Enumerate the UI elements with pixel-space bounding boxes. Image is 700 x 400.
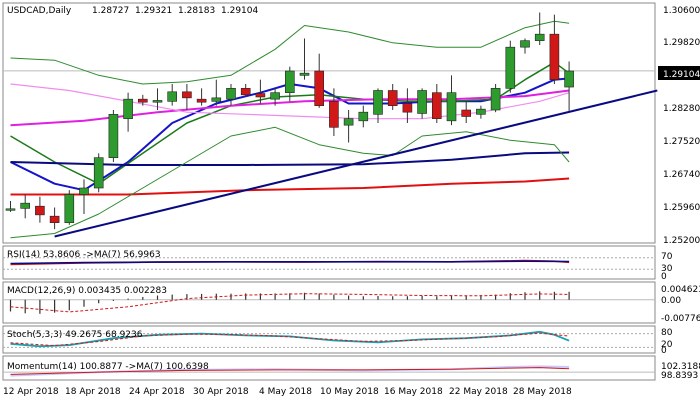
ohlc-close: 1.29104 bbox=[221, 6, 258, 16]
rsi-ma-line bbox=[10, 260, 570, 265]
candle-down bbox=[314, 70, 325, 106]
candle-up bbox=[226, 88, 236, 100]
y-tick: 1.27520 bbox=[663, 137, 700, 147]
candle-down bbox=[329, 101, 339, 128]
macd-panel-frame bbox=[2, 281, 656, 324]
y-tick: 1.29820 bbox=[663, 38, 700, 48]
ohlc-low: 1.28183 bbox=[178, 6, 215, 16]
x-tick: 28 May 2018 bbox=[513, 387, 572, 397]
candle-up bbox=[167, 91, 177, 102]
stoch-label: Stoch(5,3,3) 49.2675 68.9236 bbox=[7, 330, 143, 340]
momentum-tick: 98.8393 bbox=[661, 371, 698, 381]
y-tick: 1.28280 bbox=[663, 104, 700, 114]
candle-down bbox=[240, 88, 251, 96]
stoch-tick: 20 bbox=[661, 340, 673, 350]
stoch-tick: 0 bbox=[661, 346, 667, 356]
momentum-ma-line bbox=[10, 367, 570, 375]
x-tick: 12 Apr 2018 bbox=[3, 387, 59, 397]
candle-up bbox=[476, 108, 486, 115]
candle-down bbox=[49, 215, 60, 223]
candle-up bbox=[123, 98, 133, 119]
rsi-tick: 0 bbox=[661, 272, 667, 282]
price-panel-frame bbox=[2, 2, 656, 244]
candle-up bbox=[79, 187, 89, 195]
candle-down bbox=[182, 91, 192, 99]
x-tick: 24 Apr 2018 bbox=[129, 387, 185, 397]
y-tick: 1.26740 bbox=[663, 170, 700, 180]
current-price-label: 1.29104 bbox=[663, 70, 700, 80]
candle-up bbox=[211, 97, 222, 102]
overlay-navy-ma bbox=[10, 151, 570, 166]
current-price-tag bbox=[658, 66, 700, 80]
candle-down bbox=[138, 98, 148, 103]
overlay-upper-band bbox=[10, 20, 570, 85]
x-tick: 22 May 2018 bbox=[449, 387, 508, 397]
x-tick: 4 May 2018 bbox=[259, 387, 312, 397]
candle-up bbox=[520, 40, 530, 48]
rsi-label: RSI(14) 53.8606 ->MA(7) 56.9963 bbox=[7, 250, 161, 260]
candle-up bbox=[358, 111, 369, 122]
macd-tick: 0.00 bbox=[661, 296, 681, 306]
y-tick: 1.30600 bbox=[663, 6, 700, 16]
candle-up bbox=[284, 70, 295, 93]
candle-up bbox=[534, 33, 545, 41]
stoch-d-line bbox=[10, 332, 570, 347]
macd-signal-line bbox=[10, 293, 570, 313]
ohlc-open: 1.28727 bbox=[92, 6, 129, 16]
x-tick: 30 Apr 2018 bbox=[193, 387, 249, 397]
candle-up bbox=[152, 100, 163, 103]
candle-down bbox=[431, 92, 442, 119]
x-tick: 10 May 2018 bbox=[320, 387, 379, 397]
candle-up bbox=[20, 202, 31, 209]
stoch-tick: 80 bbox=[661, 328, 673, 338]
candle-down bbox=[35, 205, 45, 216]
candle-down bbox=[461, 109, 472, 117]
macd-tick: -0.00776 bbox=[661, 314, 700, 324]
candle-up bbox=[108, 114, 119, 158]
y-tick: 1.25960 bbox=[663, 203, 700, 213]
candle-down bbox=[549, 33, 560, 80]
candle-up bbox=[505, 46, 516, 89]
candle-up bbox=[343, 118, 354, 126]
overlay-lower-band bbox=[10, 126, 570, 239]
candle-down bbox=[387, 90, 398, 106]
symbol-title: USDCAD,Daily bbox=[7, 6, 72, 16]
candle-up bbox=[446, 92, 457, 122]
candle-down bbox=[255, 93, 266, 98]
candle-down bbox=[402, 103, 413, 113]
candle-up bbox=[299, 72, 310, 76]
candle-up bbox=[564, 70, 574, 88]
overlay-magenta-ma bbox=[10, 89, 570, 127]
rsi-tick: 30 bbox=[661, 264, 673, 274]
candle-up bbox=[417, 90, 427, 114]
momentum-panel-frame bbox=[2, 355, 656, 381]
candle-up bbox=[64, 194, 75, 223]
rsi-panel-frame bbox=[2, 245, 656, 280]
candle-up bbox=[93, 157, 104, 189]
candle-up bbox=[373, 90, 383, 115]
indicator-layer bbox=[3, 257, 655, 377]
price-layer bbox=[3, 12, 658, 239]
stoch-panel-frame bbox=[2, 325, 656, 354]
candle-up bbox=[5, 208, 16, 211]
momentum-label: Momentum(14) 100.8877 ->MA(7) 100.6398 bbox=[7, 362, 209, 372]
momentum-tick: 102.3188 bbox=[661, 362, 700, 372]
x-tick: 18 Apr 2018 bbox=[65, 387, 121, 397]
y-tick: 1.25200 bbox=[663, 236, 700, 246]
ohlc-high: 1.29321 bbox=[135, 6, 172, 16]
macd-tick: 0.004623 bbox=[661, 285, 700, 295]
x-tick: 16 May 2018 bbox=[384, 387, 443, 397]
macd-label: MACD(12,26,9) 0.003435 0.002283 bbox=[7, 286, 167, 296]
overlay-trendline bbox=[54, 89, 658, 238]
rsi-tick: 70 bbox=[661, 252, 673, 262]
overlay-pink-ma bbox=[10, 83, 570, 120]
candle-up bbox=[270, 92, 280, 100]
overlay-red-ma bbox=[10, 177, 570, 196]
candle-up bbox=[490, 88, 501, 111]
candle-down bbox=[196, 98, 207, 103]
